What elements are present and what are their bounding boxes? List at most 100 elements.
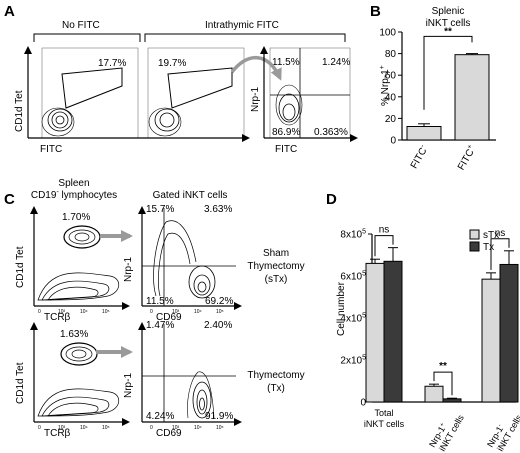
significance-mark: **	[444, 26, 452, 37]
svg-text:10⁵: 10⁵	[102, 425, 110, 431]
quad-ul-c1: 15.7%	[146, 204, 174, 215]
chart-b: 0 20 40 60 80 100 FITC- FITC+ **	[379, 26, 496, 172]
gate-polygon	[61, 67, 123, 109]
x-axis-label-cd69: CD69	[156, 428, 182, 439]
svg-text:10⁵: 10⁵	[216, 425, 224, 431]
panel-b-letter: B	[370, 3, 381, 20]
chart-d-ylabel: Cell number	[336, 281, 347, 336]
bar	[365, 262, 385, 403]
flow-plot-a1	[41, 47, 139, 139]
y-tick-label: 80	[385, 49, 397, 60]
spleen-label-2: CD19- lymphocytes	[31, 189, 117, 201]
quad-ul-c2: 1.47%	[146, 320, 174, 331]
x-axis-label-tcrb: TCRβ	[44, 428, 71, 439]
significance-bracket	[374, 235, 394, 257]
svg-text:10⁵: 10⁵	[216, 309, 224, 315]
svg-text:0: 0	[150, 425, 153, 431]
svg-text:10⁴: 10⁴	[80, 309, 88, 315]
y-tick-label: 0	[360, 398, 366, 409]
flow-plot-c4	[142, 324, 236, 422]
svg-text:10³: 10³	[172, 425, 180, 431]
svg-text:10³: 10³	[58, 309, 66, 315]
panel-a-letter: A	[4, 3, 15, 20]
y-axis-label-nrp1: Nrp-1	[123, 373, 134, 398]
intrathymic-label: Intrathymic FITC	[205, 20, 279, 31]
tx-label-1: Thymectomy	[247, 370, 304, 381]
intrathymic-bracket	[144, 33, 346, 42]
flow-plot-a2	[147, 47, 245, 139]
significance-bracket	[490, 238, 510, 270]
bar	[406, 126, 442, 141]
panel-c-letter: C	[4, 191, 15, 208]
quad-ll-c1: 11.5%	[146, 296, 174, 307]
chart-b-title-2: iNKT cells	[426, 18, 471, 29]
svg-text:10³: 10³	[58, 425, 66, 431]
legend-swatch	[469, 229, 480, 240]
y-tick-label: 0	[390, 136, 396, 147]
gate-to-plot-arrow	[230, 55, 282, 81]
chart-b-ylabel: % Nrp-1+	[379, 65, 391, 106]
chart-d-category-total-2: iNKT cells	[364, 419, 405, 429]
significance-mark: ns	[379, 225, 390, 236]
tx-label-2: (Tx)	[267, 383, 285, 394]
significance-bracket	[423, 35, 473, 110]
sham-label-1: Sham	[263, 248, 289, 259]
x-axis-label-fitc: FITC	[275, 144, 297, 155]
y-tick-label: 100	[379, 28, 396, 39]
quad-lr-c2: 91.9%	[205, 411, 233, 422]
bar	[499, 263, 519, 403]
svg-text:10⁵: 10⁵	[102, 309, 110, 315]
flow-plot-a3	[269, 47, 351, 139]
gated-inkt-label: Gated iNKT cells	[153, 190, 228, 201]
y-axis-label-cd1d: CD1d Tet	[15, 246, 26, 288]
gate-pct-c1: 1.70%	[62, 212, 90, 223]
gate-pct-c3: 1.63%	[60, 329, 88, 340]
flow-plot-c3	[37, 342, 120, 417]
significance-bracket	[433, 371, 453, 396]
significance-mark: ns	[495, 228, 506, 239]
y-tick-label: 6x105	[340, 271, 366, 283]
significance-mark: **	[439, 361, 447, 372]
panel-c: C Spleen CD19- lymphocytes Gated iNKT ce…	[4, 178, 305, 439]
y-tick-label: 2x105	[340, 355, 366, 367]
y-tick-label: 8x105	[340, 229, 366, 241]
gate-pct-2: 19.7%	[158, 58, 186, 69]
y-axis-label-cd1d: CD1d Tet	[14, 90, 25, 132]
y-tick-label: 60	[385, 71, 397, 82]
gate-pct-1: 17.7%	[98, 58, 126, 69]
chart-b-title-1: Splenic	[432, 6, 465, 17]
bar	[424, 385, 444, 403]
quad-ll-c2: 4.24%	[146, 411, 174, 422]
panel-a: A No FITC Intrathymic FITC 17.7% 19.7%	[4, 3, 358, 155]
y-axis-label-nrp1: Nrp-1	[250, 87, 261, 112]
x-tick-label: FITC-	[408, 143, 431, 171]
sham-label-2: Thymectomy	[247, 261, 304, 272]
svg-text:10⁴: 10⁴	[194, 425, 202, 431]
flow-plot-c2	[142, 208, 236, 306]
decade-tick-labels: 0 10³ 10⁴ 10⁵ 0 10³ 10⁴ 10⁵ 0 10³ 10⁴ 10…	[38, 309, 224, 431]
y-tick-label: 4x105	[340, 313, 366, 325]
quad-lr-c1: 69.2%	[205, 296, 233, 307]
legend-label: Tx	[483, 242, 494, 253]
quad-ur-a: 1.24%	[322, 57, 350, 68]
sham-label-3: (sTx)	[265, 274, 288, 285]
flow-plot-c1	[37, 225, 120, 301]
quad-ll-a: 86.9%	[272, 127, 300, 138]
bar	[481, 278, 501, 403]
panel-b: B Splenic iNKT cells % Nrp-1+ 0 20 40 60 80 1…	[370, 3, 496, 172]
svg-text:10⁴: 10⁴	[194, 309, 202, 315]
x-tick-label: FITC+	[455, 144, 479, 173]
x-axis-label-cd69: CD69	[156, 312, 182, 323]
quad-ul-a: 11.5%	[272, 57, 300, 68]
legend-swatch	[469, 241, 480, 252]
svg-text:10³: 10³	[172, 309, 180, 315]
panel-d-letter: D	[326, 191, 337, 208]
quad-ur-c1: 3.63%	[204, 204, 232, 215]
x-axis-label-tcrb: TCRβ	[44, 312, 71, 323]
chart-d-category-total-1: Total	[374, 408, 393, 418]
y-tick-label: 40	[385, 92, 397, 103]
svg-text:10⁴: 10⁴	[80, 425, 88, 431]
